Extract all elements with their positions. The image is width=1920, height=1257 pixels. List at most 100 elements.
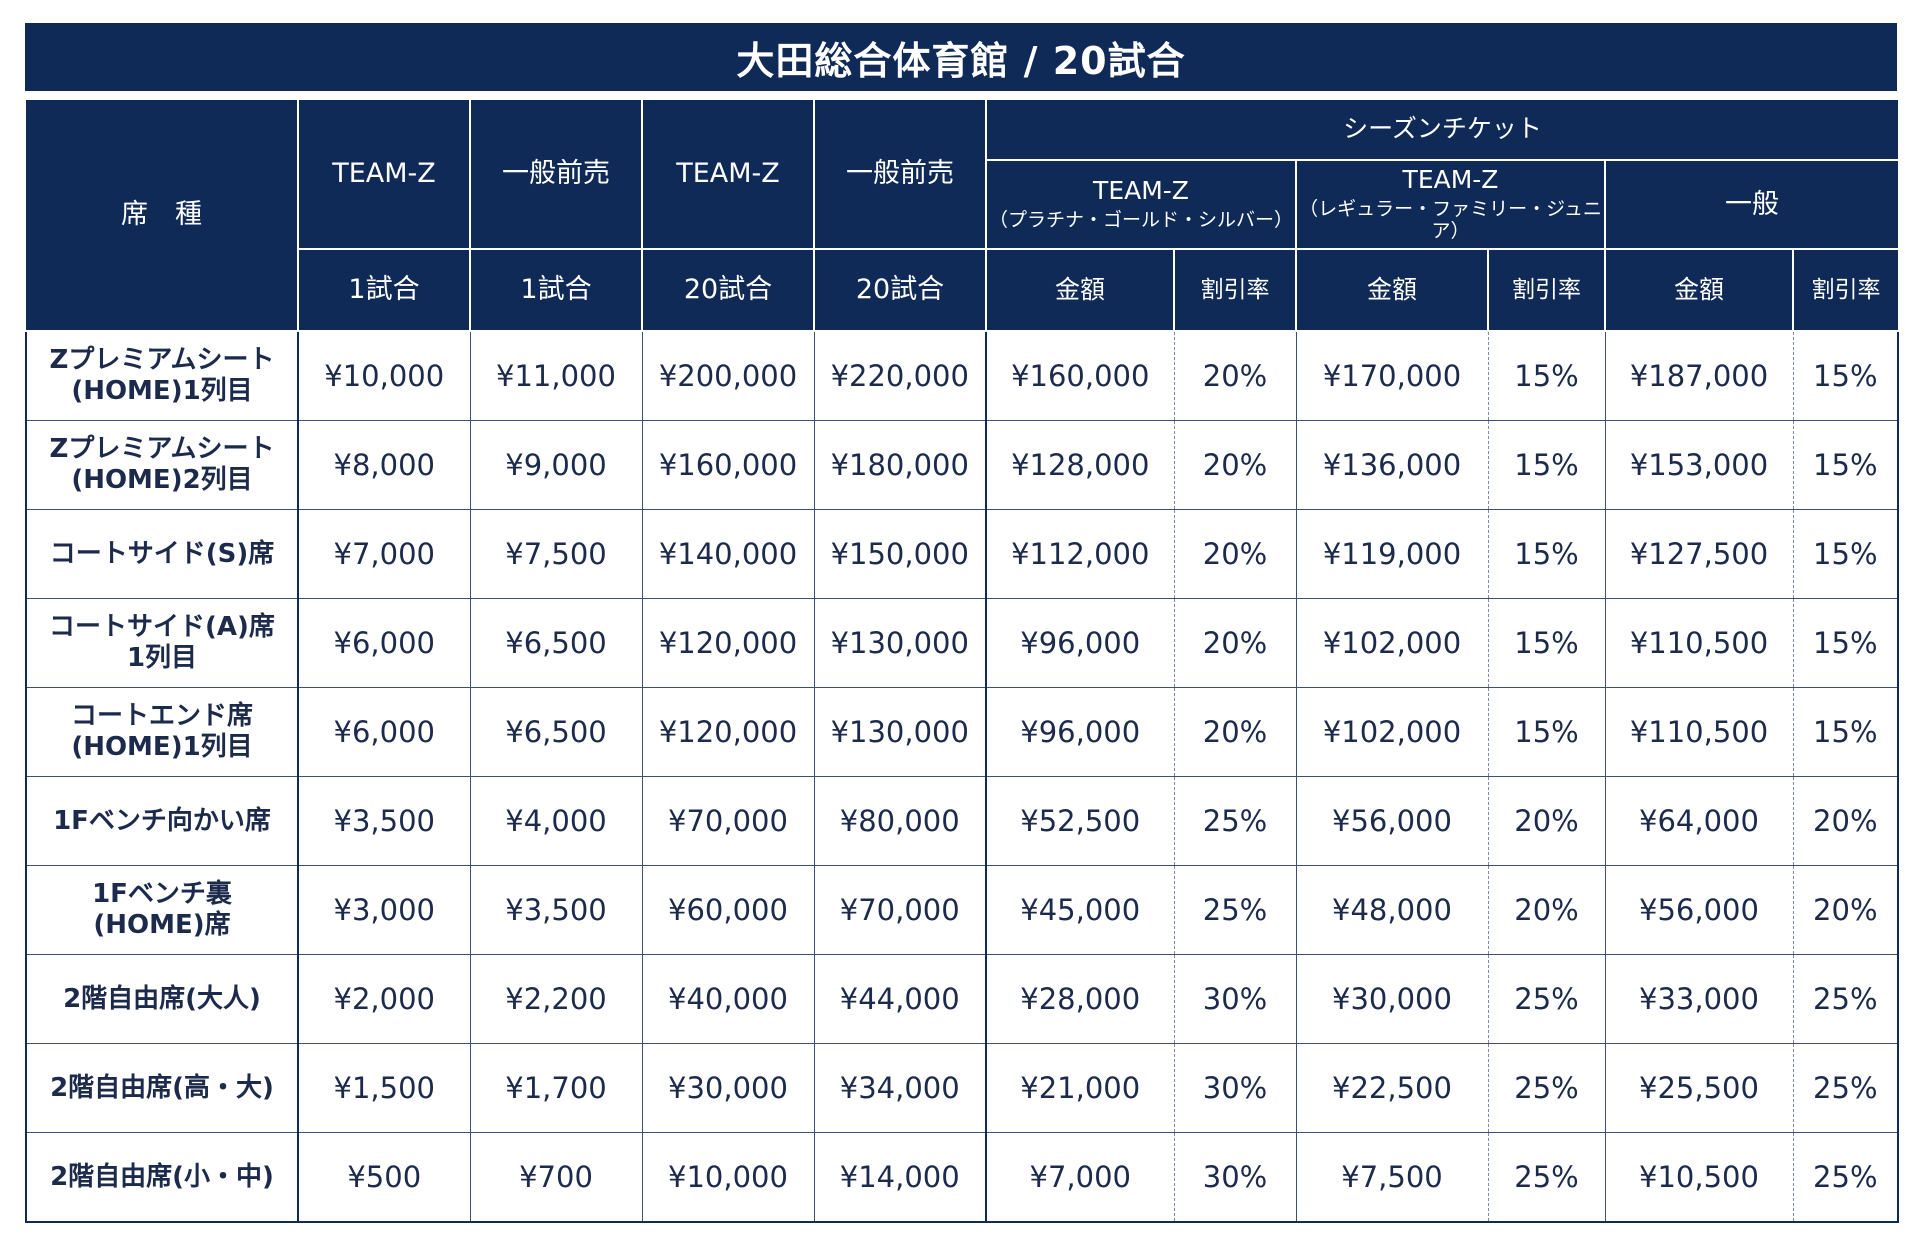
- season-group-2-amount: ¥102,000: [1295, 687, 1489, 777]
- header-season-ticket: シーズンチケット: [984, 100, 1899, 161]
- seat-type-cell: コートエンド席 (HOME)1列目: [25, 687, 299, 777]
- price-team-z-20: ¥160,000: [641, 420, 815, 510]
- price-general-single: ¥700: [469, 1132, 643, 1223]
- price-team-z-20: ¥10,000: [641, 1132, 815, 1223]
- price-general-single: ¥6,500: [469, 598, 643, 688]
- table-row: コートエンド席 (HOME)1列目 ¥6,000 ¥6,500 ¥120,000 ¥130…: [25, 687, 1900, 777]
- table-row: 2階自由席(小・中) ¥500 ¥700 ¥10,000 ¥14,000 ¥7,000 30…: [25, 1132, 1900, 1223]
- season-group-1-amount: ¥112,000: [985, 509, 1175, 599]
- season-group-2-rate: 15%: [1487, 420, 1606, 510]
- seat-type-line: Zプレミアムシート: [49, 434, 275, 465]
- season-group-2-rate: 25%: [1487, 1132, 1606, 1223]
- table-body: Zプレミアムシート (HOME)1列目 ¥10,000 ¥11,000 ¥200,000…: [25, 330, 1900, 1223]
- seat-type-cell: Zプレミアムシート (HOME)2列目: [25, 420, 299, 510]
- table-row: 2階自由席(高・大) ¥1,500 ¥1,700 ¥30,000 ¥34,000 ¥21,…: [25, 1043, 1900, 1133]
- season-group-3-rate: 15%: [1792, 509, 1900, 599]
- season-group-2-rate: 20%: [1487, 776, 1606, 866]
- season-group-2-amount: ¥56,000: [1295, 776, 1489, 866]
- season-group-2-rate: 15%: [1487, 687, 1606, 777]
- price-general-single: ¥9,000: [469, 420, 643, 510]
- price-general-single: ¥3,500: [469, 865, 643, 955]
- season-group-2-amount: ¥170,000: [1295, 330, 1489, 421]
- price-team-z-single: ¥2,000: [297, 954, 471, 1044]
- season-group-1-rate: 30%: [1173, 1043, 1297, 1133]
- table-row: コートサイド(S)席 ¥7,000 ¥7,500 ¥140,000 ¥150,000 ¥1…: [25, 509, 1900, 599]
- price-general-single: ¥7,500: [469, 509, 643, 599]
- season-group-1-amount: ¥96,000: [985, 598, 1175, 688]
- season-group-3-amount: ¥64,000: [1604, 776, 1794, 866]
- season-group-2-amount: ¥48,000: [1295, 865, 1489, 955]
- price-general-single: ¥1,700: [469, 1043, 643, 1133]
- seat-type-cell: 2階自由席(大人): [25, 954, 299, 1044]
- season-group-1-amount: ¥28,000: [985, 954, 1175, 1044]
- season-group-1-rate: 20%: [1173, 420, 1297, 510]
- season-group-3-amount: ¥56,000: [1604, 865, 1794, 955]
- price-team-z-single: ¥1,500: [297, 1043, 471, 1133]
- season-group-3-rate: 25%: [1792, 954, 1900, 1044]
- season-group-3-amount: ¥10,500: [1604, 1132, 1794, 1223]
- header-group-2: TEAM-Z （レギュラー・ファミリー・ジュニア）: [1295, 159, 1606, 250]
- header-group-2-rate: 割引率: [1487, 248, 1606, 332]
- header-col3-top: TEAM-Z: [641, 100, 815, 250]
- season-group-2-rate: 25%: [1487, 954, 1606, 1044]
- seat-type-line: コートエンド席: [70, 701, 253, 732]
- seat-type-line: 1列目: [126, 643, 198, 673]
- season-group-1-amount: ¥128,000: [985, 420, 1175, 510]
- price-general-20: ¥34,000: [813, 1043, 987, 1133]
- seat-type-line: 1Fベンチ裏: [92, 879, 232, 910]
- price-general-single: ¥11,000: [469, 330, 643, 421]
- price-general-20: ¥44,000: [813, 954, 987, 1044]
- season-group-1-amount: ¥45,000: [985, 865, 1175, 955]
- seat-type-line: (HOME)2列目: [71, 465, 253, 495]
- header-col2-bottom: 1試合: [469, 248, 643, 332]
- seat-type-line: (HOME)1列目: [71, 376, 253, 406]
- season-group-2-amount: ¥119,000: [1295, 509, 1489, 599]
- page-title: 大田総合体育館 / 20試合: [25, 23, 1897, 91]
- header-col2-top: 一般前売: [469, 100, 643, 250]
- header-col1-top: TEAM-Z: [297, 100, 471, 250]
- seat-type-line: 1Fベンチ向かい席: [53, 805, 271, 836]
- seat-type-line: 2階自由席(高・大): [50, 1072, 274, 1103]
- seat-type-line: 2階自由席(大人): [63, 983, 261, 1014]
- seat-type-line: 2階自由席(小・中): [50, 1161, 274, 1192]
- seat-type-line: Zプレミアムシート: [49, 345, 275, 376]
- season-group-2-amount: ¥30,000: [1295, 954, 1489, 1044]
- table-row: コートサイド(A)席 1列目 ¥6,000 ¥6,500 ¥120,000 ¥130,00…: [25, 598, 1900, 688]
- season-group-3-rate: 15%: [1792, 330, 1900, 421]
- header-col4-bottom: 20試合: [813, 248, 987, 332]
- season-group-1-rate: 25%: [1173, 776, 1297, 866]
- price-general-single: ¥4,000: [469, 776, 643, 866]
- table-row: 2階自由席(大人) ¥2,000 ¥2,200 ¥40,000 ¥44,000 ¥28,0…: [25, 954, 1900, 1044]
- season-group-3-rate: 20%: [1792, 776, 1900, 866]
- price-team-z-20: ¥70,000: [641, 776, 815, 866]
- price-team-z-single: ¥3,000: [297, 865, 471, 955]
- seat-type-cell: 1Fベンチ向かい席: [25, 776, 299, 866]
- seat-type-cell: 1Fベンチ裏 (HOME)席: [25, 865, 299, 955]
- season-group-2-amount: ¥102,000: [1295, 598, 1489, 688]
- price-table: 席 種 TEAM-Z 一般前売 TEAM-Z 一般前売 シーズンチケット TEA…: [25, 100, 1900, 1223]
- header-group-1: TEAM-Z （プラチナ・ゴールド・シルバー）: [985, 159, 1297, 250]
- season-group-2-amount: ¥22,500: [1295, 1043, 1489, 1133]
- season-group-1-rate: 20%: [1173, 509, 1297, 599]
- seat-type-cell: コートサイド(A)席 1列目: [25, 598, 299, 688]
- price-team-z-20: ¥60,000: [641, 865, 815, 955]
- header-group-2-sub: （レギュラー・ファミリー・ジュニア）: [1299, 198, 1602, 242]
- season-group-3-amount: ¥110,500: [1604, 598, 1794, 688]
- seat-type-cell: 2階自由席(高・大): [25, 1043, 299, 1133]
- price-general-20: ¥80,000: [813, 776, 987, 866]
- price-team-z-single: ¥500: [297, 1132, 471, 1223]
- season-group-3-rate: 15%: [1792, 420, 1900, 510]
- price-general-20: ¥220,000: [813, 330, 987, 421]
- season-group-2-rate: 20%: [1487, 865, 1606, 955]
- price-team-z-20: ¥200,000: [641, 330, 815, 421]
- season-group-3-rate: 15%: [1792, 598, 1900, 688]
- price-team-z-20: ¥140,000: [641, 509, 815, 599]
- season-group-3-rate: 20%: [1792, 865, 1900, 955]
- season-group-2-rate: 15%: [1487, 330, 1606, 421]
- season-group-1-rate: 20%: [1173, 330, 1297, 421]
- season-group-1-rate: 20%: [1173, 598, 1297, 688]
- price-team-z-20: ¥120,000: [641, 598, 815, 688]
- season-group-1-rate: 20%: [1173, 687, 1297, 777]
- seat-type-line: コートサイド(A)席: [49, 612, 275, 643]
- header-group-1-rate: 割引率: [1173, 248, 1297, 332]
